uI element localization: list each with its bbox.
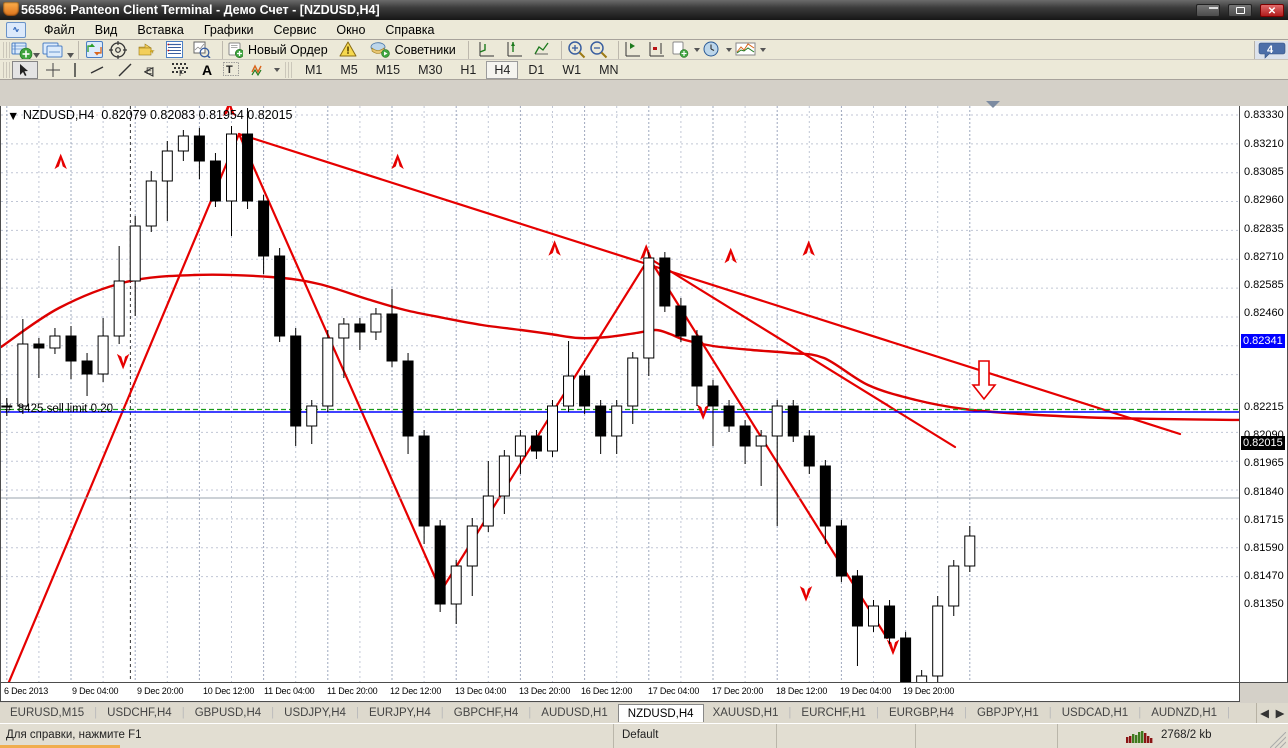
svg-text:4: 4 bbox=[1267, 44, 1274, 56]
svg-text:F: F bbox=[179, 69, 184, 77]
svg-text:T: T bbox=[226, 64, 233, 76]
svg-text:E: E bbox=[146, 66, 152, 76]
